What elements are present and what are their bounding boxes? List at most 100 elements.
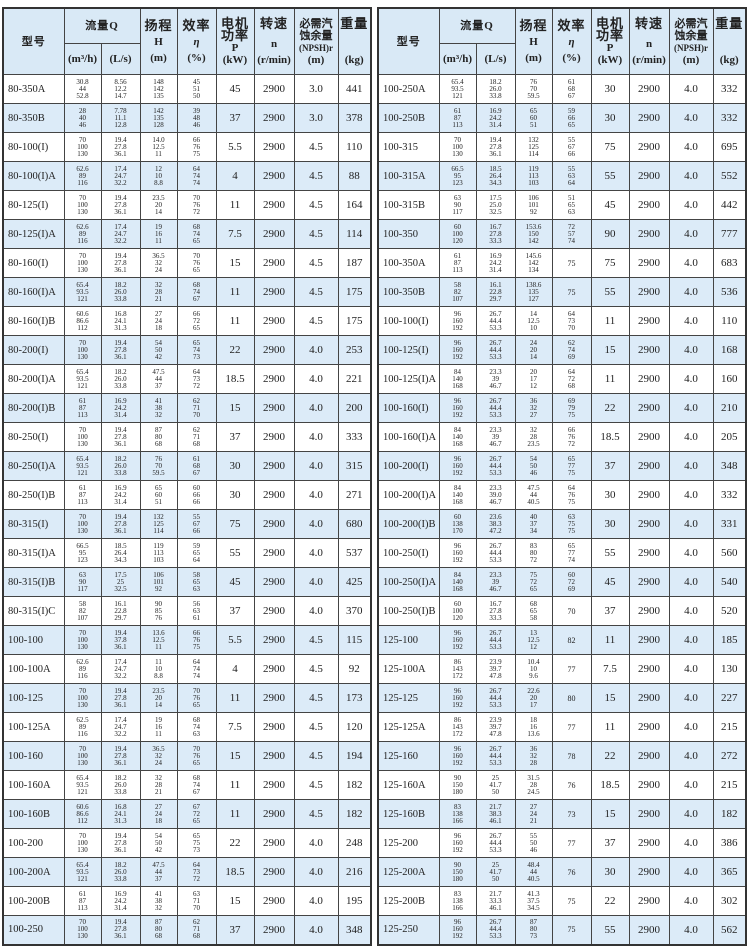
cell-head: 132 125 114: [514, 132, 553, 162]
cell-weight: 536: [712, 277, 747, 307]
cell-head: 40 37 34: [514, 509, 553, 539]
cell-efficiency-value: 73: [193, 374, 200, 383]
cell-power: 18.5: [590, 770, 630, 800]
cell-weight: 200: [337, 393, 372, 423]
cell-head-value: 42: [155, 845, 162, 854]
cell-flow-m3h-value: 166: [452, 816, 463, 825]
cell-efficiency-value: 75: [568, 497, 575, 506]
cell-efficiency-value: 74: [193, 171, 200, 180]
cell-flow-ls-value: 31.3: [114, 323, 127, 332]
cell-speed: 2900: [253, 915, 295, 945]
cell-flow-ls-value: 18.2: [114, 367, 127, 376]
cell-flow-m3h-value: 65.4: [76, 773, 89, 782]
cell-head-value: 106: [153, 570, 164, 579]
cell-flow-m3h-value: 100: [77, 925, 88, 934]
cell-flow-ls-value: 53.3: [489, 642, 502, 651]
cell-head: 32 28 23.5: [514, 422, 553, 452]
cell-flow-ls: 26.7 44.4 53.3: [475, 625, 516, 655]
table-row: 100-315B 63 90 117 17.5 25.0 32.5 106 101 92 51 65 6…: [377, 190, 747, 220]
cell-efficiency-value: 64: [193, 860, 200, 869]
cell-flow-ls-value: 16.9: [114, 483, 127, 492]
cell-efficiency-value: 73: [193, 867, 200, 876]
cell-flow-ls-value: 26.7: [489, 338, 502, 347]
cell-head-value: 24: [530, 338, 537, 347]
cell-flow-ls-value: 23.3: [489, 483, 502, 492]
cell-flow-ls: 26.7 44.4 53.3: [475, 306, 516, 336]
cell-flow-ls: 17.4 24.7 32.2: [100, 161, 141, 191]
cell-efficiency-value: 70: [567, 606, 576, 616]
cell-flow-m3h: 96 160 192: [438, 625, 477, 655]
table-row: 125-160 96 160 192 26.7 44.4 53.3 36 32 28 78 22 290…: [377, 741, 747, 771]
cell-model: 100-125A: [2, 712, 65, 742]
cell-flow-ls-value: 31.4: [114, 410, 127, 419]
cell-efficiency: 63 75 75: [551, 509, 592, 539]
cell-model: 80-250(I)B: [2, 480, 65, 510]
cell-head-value: 58: [530, 613, 537, 622]
cell-flow-ls-value: 27.8: [114, 751, 127, 760]
table-row: 100-200(I)A 84 140 168 23.3 39.0 46.7 47.5 44 40.…: [377, 480, 747, 510]
cell-head-value: 103: [153, 555, 164, 564]
cell-efficiency-value: 64: [193, 555, 200, 564]
cell-head-value: 85: [155, 606, 162, 615]
cell-head-value: 76: [155, 454, 162, 463]
cell-speed: 2900: [628, 828, 670, 858]
table-row: 80-315(I) 70 100 130 19.4 27.8 36.1 132 125 114 55…: [2, 509, 372, 539]
cell-flow-ls-value: 16.7: [489, 222, 502, 231]
cell-efficiency-value: 57: [568, 229, 575, 238]
cell-flow-ls-value: 25.0: [489, 200, 502, 209]
cell-flow-m3h-value: 121: [77, 294, 88, 303]
cell-head: 65 60 51: [514, 103, 553, 133]
cell-flow-ls-value: 25: [117, 577, 124, 586]
cell-weight: 194: [337, 741, 372, 771]
cell-head-value: 28: [530, 432, 537, 441]
cell-flow-m3h-value: 113: [77, 903, 88, 912]
cell-efficiency: 55 67 66: [176, 509, 217, 539]
cell-model: 100-200(I): [377, 451, 440, 481]
table-row: 100-125(I)A 84 140 168 23.3 39 46.7 20 17 12 64 72 6…: [377, 364, 747, 394]
cell-flow-ls-value: 18.2: [114, 454, 127, 463]
cell-weight: 110: [337, 132, 372, 162]
cell-weight: 560: [712, 538, 747, 568]
cell-efficiency-value: 75: [567, 287, 576, 297]
cell-model: 100-125: [2, 683, 65, 713]
cell-power: 7.5: [215, 219, 255, 249]
table-row: 125-125A 86 143 172 23.9 39.7 47.8 18 16 13.6 77 11…: [377, 712, 747, 742]
cell-head-value: 70: [530, 84, 537, 93]
cell-head-value: 50: [155, 838, 162, 847]
cell-efficiency-value: 75: [567, 896, 576, 906]
cell-head-value: 11: [155, 657, 162, 666]
cell-efficiency: 77: [551, 712, 592, 742]
cell-flow-ls: 18.2 26.0 33.8: [100, 451, 141, 481]
header-weight-unit: (kg): [344, 53, 364, 66]
cell-head-value: 20: [530, 693, 537, 702]
cell-flow-m3h-value: 89: [79, 171, 86, 180]
cell-flow-m3h-value: 121: [452, 91, 463, 100]
cell-flow-m3h: 70 100 130: [63, 915, 102, 945]
header-speed-symbol: n: [270, 37, 278, 50]
cell-head-value: 32: [155, 410, 162, 419]
cell-flow-ls-value: 31.4: [114, 497, 127, 506]
cell-flow-ls-value: 47.2: [489, 526, 502, 535]
cell-head-value: 27: [530, 410, 537, 419]
cell-efficiency-value: 63: [193, 729, 200, 738]
cell-head-value: 16: [530, 722, 537, 731]
cell-speed: 2900: [628, 567, 670, 597]
cell-power: 11: [215, 799, 255, 829]
table-row: 100-200B 61 87 113 16.9 24.2 31.4 41 38 32 63 71 70 1…: [2, 886, 372, 916]
cell-efficiency-value: 55: [193, 512, 200, 521]
cell-flow-ls-value: 23.9: [489, 715, 502, 724]
cell-weight: 680: [337, 509, 372, 539]
cell-flow-m3h-value: 84: [454, 367, 461, 376]
cell-flow-m3h: 62.6 89 116: [63, 654, 102, 684]
cell-flow-ls-value: 26.7: [489, 541, 502, 550]
cell-flow-ls: 18.5 26.4 34.3: [100, 538, 141, 568]
cell-weight: 562: [712, 915, 747, 945]
cell-head-value: 17: [530, 374, 537, 383]
cell-npsh: 4.5: [293, 190, 339, 220]
cell-speed: 2900: [253, 335, 295, 365]
cell-head-value: 32: [155, 280, 162, 289]
cell-power: 90: [590, 219, 630, 249]
header-power: 电机功率 P (kW): [590, 7, 630, 75]
cell-flow-m3h-value: 96: [454, 686, 461, 695]
table-row: 100-250A 65.4 93.5 121 18.2 26.0 33.8 76 70 59.5 6…: [377, 74, 747, 104]
